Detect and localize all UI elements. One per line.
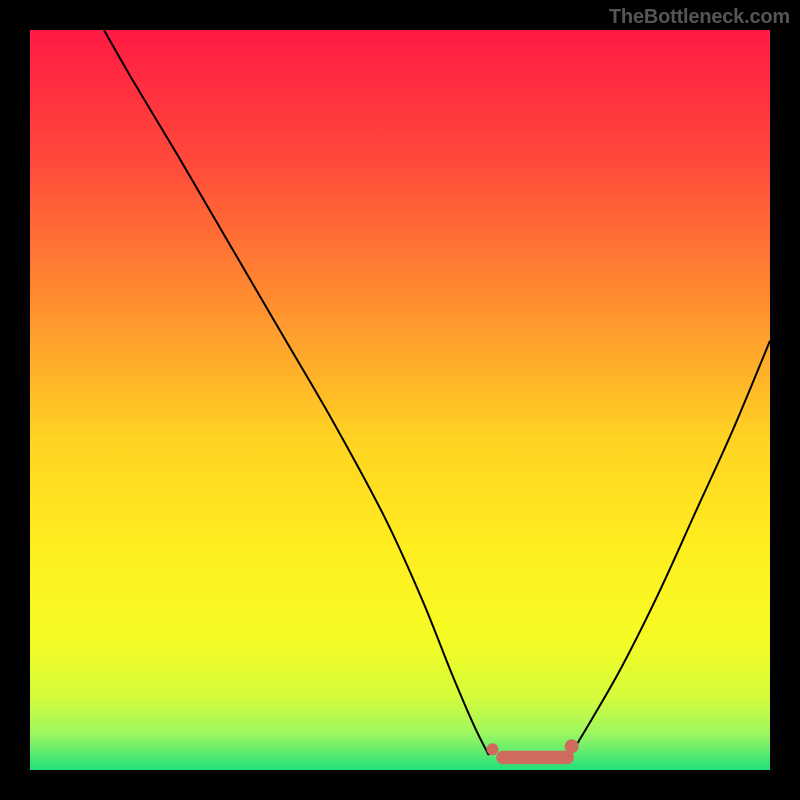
chart-container: TheBottleneck.com	[0, 0, 800, 800]
optimal-range-bar	[496, 751, 574, 764]
optimal-start-dot	[487, 743, 499, 755]
bottleneck-chart	[0, 0, 800, 800]
optimal-end-dot	[565, 739, 579, 753]
watermark-label: TheBottleneck.com	[609, 6, 790, 29]
plot-background-gradient	[30, 30, 770, 770]
